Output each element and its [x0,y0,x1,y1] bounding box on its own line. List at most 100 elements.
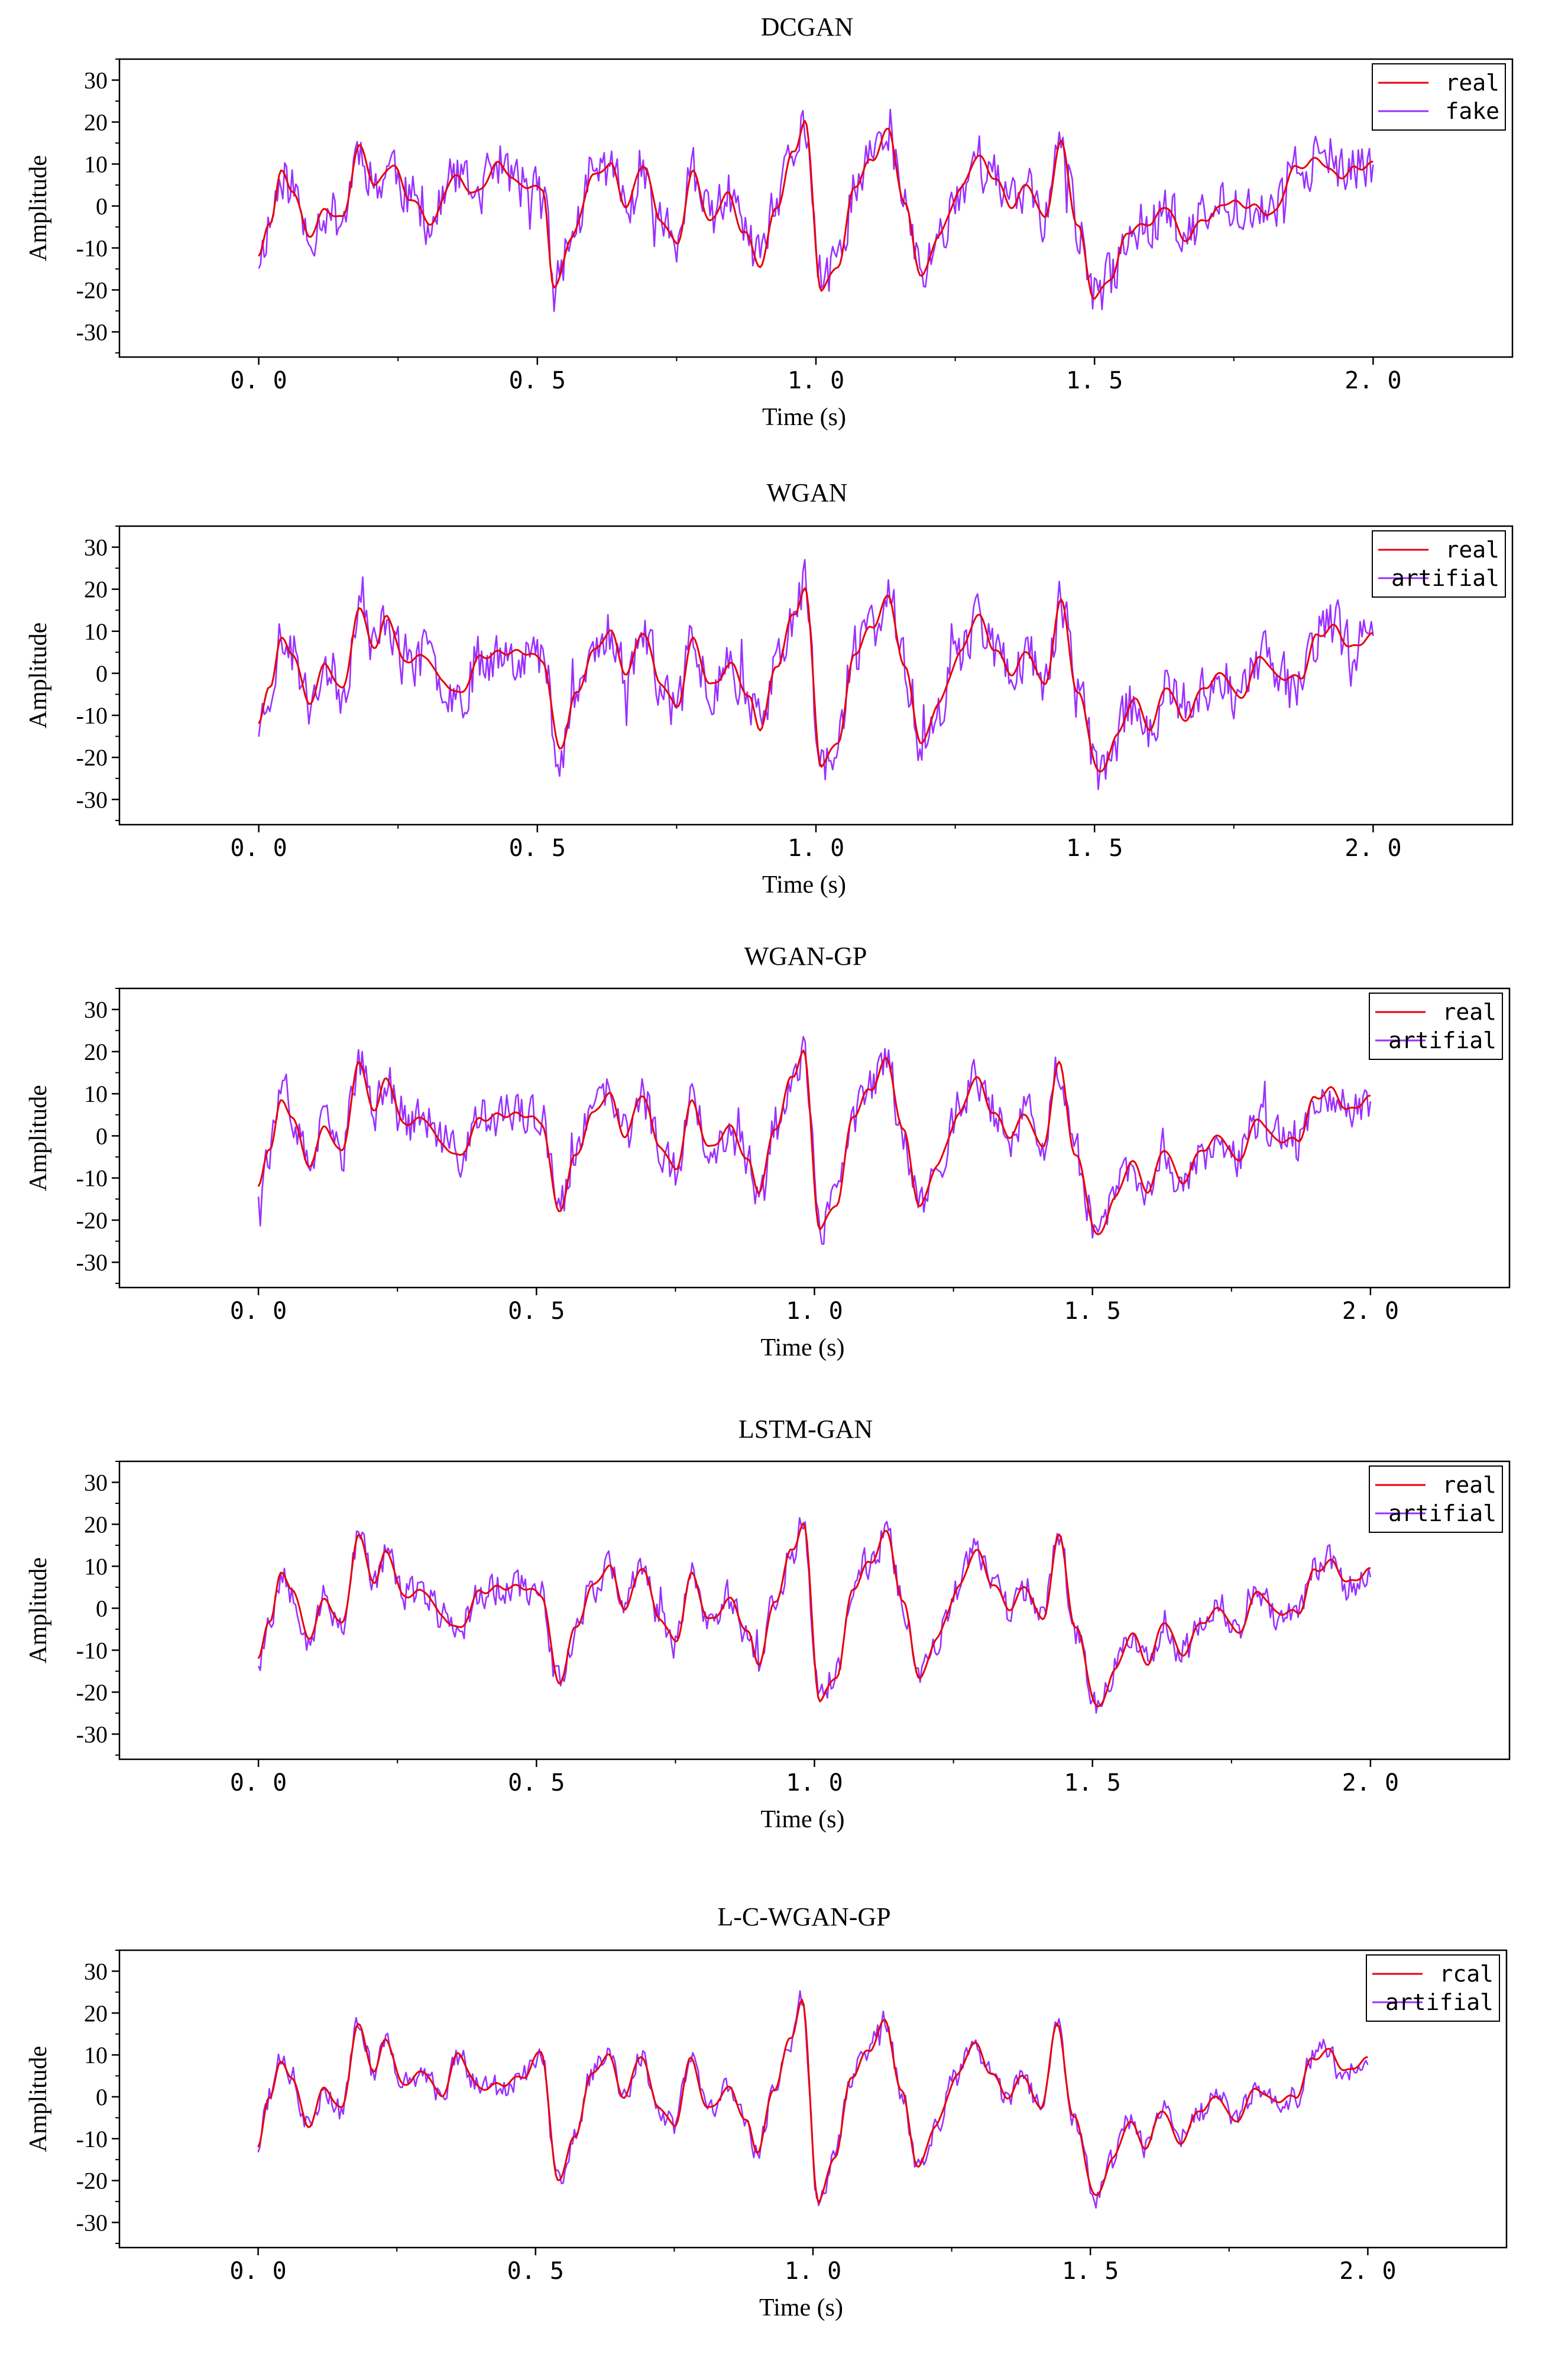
x-axis-label: Time (s) [761,1334,845,1361]
x-tick-label: 2. 0 [1342,1769,1399,1797]
y-tick-label: -30 [76,2209,108,2236]
y-axis-label: Amplitude [25,1085,52,1191]
legend-label-real: rcal [1439,1961,1494,1987]
x-tick-label: 0. 5 [509,835,566,862]
x-tick-label: 0. 5 [509,367,566,394]
y-tick-label: -10 [76,235,108,261]
x-tick-label: 0. 5 [508,1298,565,1325]
y-tick-label: 20 [84,109,108,135]
legend-box [1369,1465,1503,1533]
series-line-artificial [257,1036,1372,1245]
x-tick-label: 0. 0 [230,835,287,862]
y-tick-label: 20 [84,576,108,603]
x-tick-label: 0. 0 [229,2258,286,2285]
series-line-artificial [257,1517,1372,1714]
legend-box [1369,993,1503,1060]
y-tick-label: 0 [96,1595,108,1622]
y-tick-label: 30 [84,534,108,561]
y-tick-label: 10 [84,1553,108,1580]
series-line-real [258,120,1373,300]
chart-panel-5: L-C-WGAN-GP 30 20 10 0 -10 -20 -30 0. 0 0. 5 1. 0 1… [25,1902,1508,2321]
y-axis-label: Amplitude [25,2046,52,2152]
x-tick-label: 0. 5 [507,2258,564,2285]
plot-frame [118,58,1514,358]
y-tick-label: -30 [76,1249,108,1276]
x-tick-label: 1. 0 [788,835,844,862]
y-tick-label: 20 [84,2000,108,2026]
y-axis-label: Amplitude [25,622,52,729]
x-axis-label: Time (s) [762,404,846,431]
x-tick-label: 0. 0 [230,1298,287,1325]
legend-label-real: real [1445,537,1499,563]
x-tick-label: 0. 5 [508,1769,565,1797]
legend-box [1372,530,1506,598]
y-tick-label: 0 [96,660,108,687]
legend-label-artificial: fake [1445,98,1499,124]
chart-panel-2: WGAN 30 20 10 0 -10 -20 -30 0. 0 0. 5 1. 0 1. 5 2. 0… [25,478,1514,899]
legend-label-real: real [1445,70,1499,96]
y-tick-label: 10 [84,618,108,645]
chart-title: WGAN-GP [744,942,867,971]
series-line-real [257,1522,1371,1708]
y-tick-label: -30 [76,319,108,345]
y-tick-label: 10 [84,1081,108,1107]
y-tick-label: -10 [76,1165,108,1192]
y-tick-label: 10 [84,2042,108,2068]
y-tick-label: -20 [76,744,108,771]
x-tick-label: 1. 0 [788,367,844,394]
y-tick-label: -30 [76,786,108,813]
y-tick-label: 30 [84,1469,108,1496]
x-tick-label: 1. 5 [1064,1769,1121,1797]
legend-label-artificial: artifial [1388,1500,1496,1526]
y-tick-label: 30 [84,67,108,93]
x-tick-label: 1. 0 [786,1298,843,1325]
y-tick-label: -10 [76,1637,108,1664]
y-tick-label: -20 [76,1679,108,1705]
y-tick-label: 10 [84,151,108,177]
series-line-real [258,587,1373,773]
series-line-real [257,1998,1368,2203]
chart-title: LSTM-GAN [738,1415,873,1444]
chart-title: L-C-WGAN-GP [717,1902,890,1931]
x-axis-label: Time (s) [762,871,846,899]
x-tick-label: 1. 5 [1062,2258,1119,2285]
y-tick-label: -10 [76,702,108,729]
legend-label-real: real [1442,1472,1496,1498]
chart-panel-4: LSTM-GAN 30 20 10 0 -10 -20 -30 0. 0 0. 5 1. 0 1. 5… [25,1415,1511,1833]
y-axis-label: Amplitude [25,1557,52,1664]
y-tick-label: -10 [76,2126,108,2152]
x-tick-label: 1. 5 [1066,367,1123,394]
x-axis-label: Time (s) [761,1806,845,1833]
x-tick-label: 1. 5 [1066,835,1123,862]
x-tick-label: 0. 0 [230,367,287,394]
legend-label-real: real [1442,999,1496,1025]
x-tick-label: 1. 5 [1064,1298,1121,1325]
y-tick-label: 20 [84,1039,108,1065]
x-tick-label: 1. 0 [785,2258,841,2285]
y-axis-label: Amplitude [25,155,52,261]
y-tick-label: -30 [76,1721,108,1747]
legend-label-artificial: artifial [1391,565,1499,591]
y-tick-label: 0 [96,1123,108,1149]
y-tick-label: 0 [96,193,108,219]
x-tick-label: 2. 0 [1345,835,1401,862]
x-tick-label: 2. 0 [1345,367,1401,394]
y-tick-label: -20 [76,277,108,303]
legend-box [1372,63,1506,131]
legend-label-artificial: artifial [1388,1027,1496,1053]
series-line-real [257,1049,1371,1236]
legend-box [1366,1954,1500,2022]
y-tick-label: -20 [76,1207,108,1234]
series-line-artificial [258,109,1374,312]
y-tick-label: 30 [84,1958,108,1985]
legend-label-artificial: artifial [1385,1989,1494,2015]
x-tick-label: 2. 0 [1342,1298,1399,1325]
series-line-artificial [258,559,1374,790]
x-tick-label: 2. 0 [1339,2258,1396,2285]
y-tick-label: 20 [84,1511,108,1538]
